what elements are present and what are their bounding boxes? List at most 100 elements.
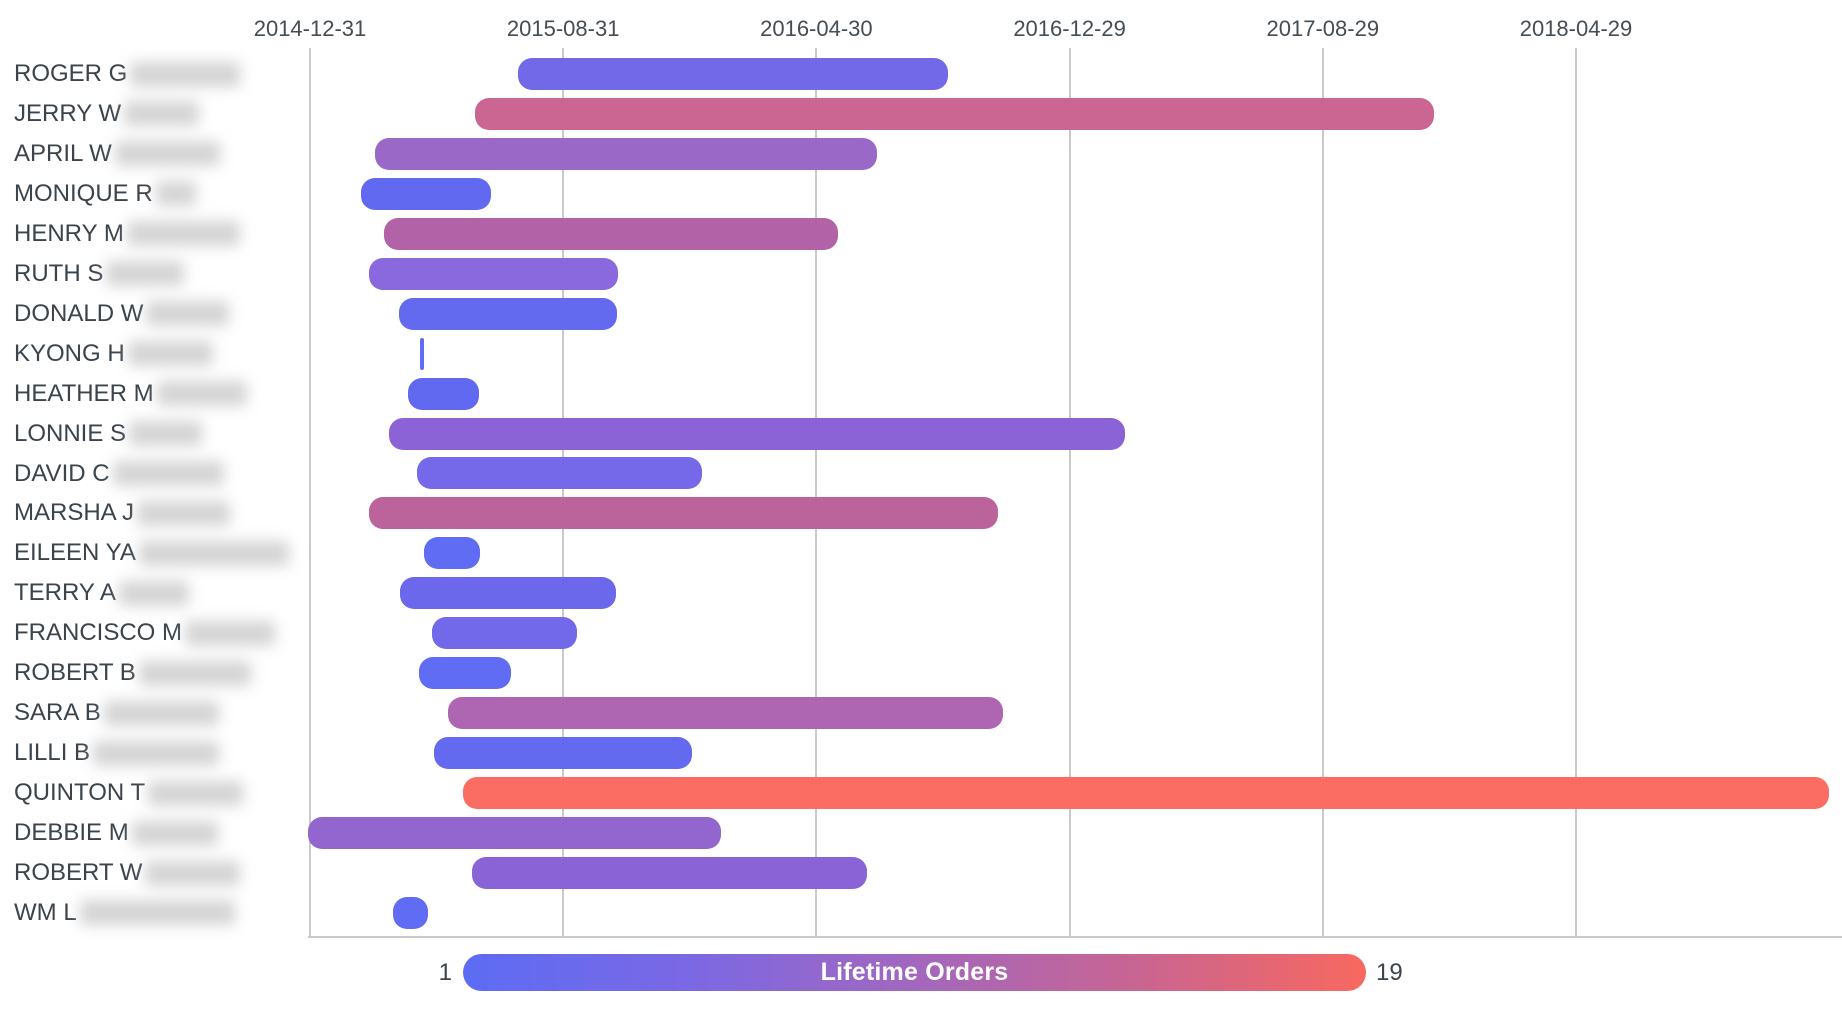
redacted-text [145,860,241,886]
row-label: WM L [14,893,235,933]
gantt-bar[interactable] [369,257,619,290]
redacted-text [124,101,200,127]
x-axis-gridline [815,48,818,937]
redacted-text [114,141,220,167]
row-label-text: DAVID C [14,459,110,487]
gantt-bar[interactable] [417,457,702,490]
redacted-text [130,61,241,87]
gantt-bar[interactable] [431,617,577,650]
redacted-text [146,301,230,327]
redacted-text [129,421,203,447]
redacted-text [79,900,235,926]
gantt-bar[interactable] [518,57,948,90]
colorbar-max-label: 19 [1376,959,1403,986]
x-axis-gridline [309,48,311,937]
gantt-bar[interactable] [361,177,492,210]
row-label: ROGER G [14,54,241,94]
row-label-text: HENRY M [14,219,124,247]
redacted-text [126,221,240,247]
redacted-text [138,540,289,566]
gantt-bar[interactable] [307,817,721,850]
row-label: RUTH S [14,254,185,294]
x-axis-tick-label: 2014-12-31 [253,16,367,41]
row-label: ROBERT W [14,853,241,893]
row-label: JERRY W [14,94,200,134]
row-label: QUINTON T [14,773,244,813]
row-label-text: SARA B [14,699,101,727]
x-axis-tick-label: 2015-08-31 [506,16,620,41]
gantt-bar[interactable] [419,657,512,690]
gantt-bar[interactable] [447,697,1003,730]
gantt-bar[interactable] [420,337,425,370]
gantt-bar[interactable] [407,377,479,410]
row-label: APRIL W [14,134,220,174]
row-label: MONIQUE R [14,174,196,214]
row-label: DAVID C [14,454,224,494]
gantt-bar[interactable] [398,297,618,330]
row-label: TERRY A [14,573,189,613]
row-label: KYONG H [14,334,213,374]
colorbar-gradient: Lifetime Orders [463,954,1366,991]
gantt-bar[interactable] [471,856,868,889]
row-label-text: LONNIE S [14,419,127,447]
redacted-text [156,381,247,407]
row-label-text: DEBBIE M [14,819,129,847]
redacted-text [131,820,218,846]
row-label-text: APRIL W [14,139,112,167]
redacted-text [155,181,196,207]
row-label-text: FRANCISCO M [14,619,182,647]
row-label: SARA B [14,693,219,733]
redacted-text [127,341,213,367]
row-label-text: RUTH S [14,259,104,287]
redacted-text [106,261,185,287]
row-label-text: KYONG H [14,339,125,367]
row-label: MARSHA J [14,493,231,533]
colorbar-legend: 1 Lifetime Orders 19 [0,954,1842,992]
gantt-bar[interactable] [474,97,1435,130]
row-label-text: MARSHA J [14,499,135,527]
row-label: ROBERT B [14,653,251,693]
row-label: FRANCISCO M [14,613,275,653]
row-label-text: ROBERT W [14,859,143,886]
row-label-text: DONALD W [14,299,144,327]
gantt-bar[interactable] [369,497,998,530]
x-axis-tick-label: 2018-04-29 [1519,16,1633,41]
gantt-bar[interactable] [374,137,877,170]
redacted-text [118,580,189,606]
row-label-text: QUINTON T [14,779,146,807]
redacted-text [185,620,275,646]
row-label: DONALD W [14,294,230,334]
row-label-text: TERRY A [14,579,116,607]
row-label-text: LILLI B [14,739,91,767]
x-axis-tick-label: 2017-08-29 [1266,16,1380,41]
row-label: DEBBIE M [14,813,218,853]
row-label-text: ROBERT B [14,659,136,687]
row-label: LILLI B [14,733,220,773]
redacted-text [138,660,251,686]
x-axis-gridline [562,48,565,937]
row-label: HEATHER M [14,374,247,414]
x-axis-gridline [1321,48,1324,937]
x-axis-gridline [1068,48,1071,937]
row-label-text: JERRY W [14,99,122,127]
row-label-text: MONIQUE R [14,179,153,207]
row-label-text: WM L [14,898,77,926]
redacted-text [112,461,224,486]
redacted-text [93,740,220,766]
row-label-text: HEATHER M [14,379,154,407]
gantt-bar[interactable] [399,577,617,610]
row-label: HENRY M [14,214,240,254]
gantt-bar[interactable] [389,417,1125,450]
gantt-bar[interactable] [393,896,428,929]
gantt-bar[interactable] [423,537,480,570]
row-label-text: ROGER G [14,60,128,87]
x-axis-line [308,936,1842,938]
x-axis-tick-label: 2016-04-30 [760,16,873,41]
gantt-bar[interactable] [433,737,693,770]
redacted-text [103,700,219,726]
gantt-bar[interactable] [463,777,1830,810]
row-label: EILEEN YA [14,533,289,573]
x-axis-tick-label: 2016-12-29 [1013,16,1126,41]
gantt-bar[interactable] [383,217,839,250]
